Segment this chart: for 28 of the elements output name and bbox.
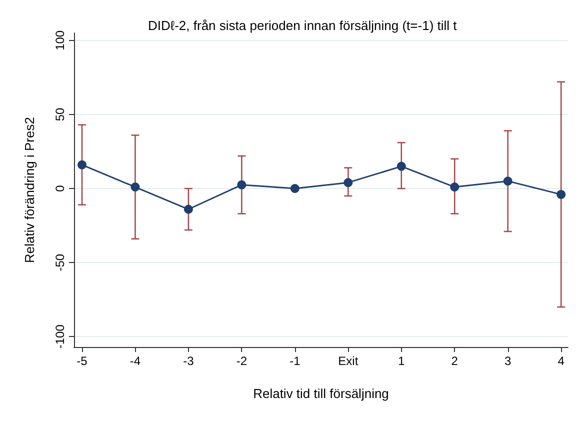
x-tick-label: -3 <box>183 354 194 368</box>
x-tick-label: 3 <box>504 354 512 368</box>
x-tick-label: -1 <box>290 354 301 368</box>
x-tick-label: -5 <box>76 354 88 368</box>
y-tick-label: -50 <box>53 254 67 272</box>
point <box>396 162 406 171</box>
x-tick-label: -2 <box>236 354 248 368</box>
point <box>450 182 460 192</box>
x-tick-label: Exit <box>338 354 359 368</box>
point <box>237 180 246 190</box>
y-tick-label: 0 <box>53 184 67 192</box>
point <box>290 184 300 194</box>
y-axis-title: Relativ förändring i Pres2 <box>22 117 37 263</box>
point <box>130 182 140 192</box>
y-tick-label: 100 <box>53 30 67 50</box>
x-tick-label: -4 <box>130 354 141 368</box>
point <box>503 176 512 186</box>
y-tick-label: 50 <box>53 107 67 122</box>
point <box>556 190 566 199</box>
point <box>344 178 353 188</box>
x-tick-label: 1 <box>398 354 406 368</box>
y-tick-label: -100 <box>53 324 67 349</box>
x-tick-label: 2 <box>451 354 458 368</box>
point <box>184 204 193 214</box>
x-axis-title: Relativ tid till försäljning <box>253 386 389 401</box>
chart-title: DIDℓ-2, från sista perioden innan försäljning (t=-1) till t <box>148 18 458 33</box>
point <box>77 160 86 170</box>
x-tick-label: 4 <box>558 354 565 368</box>
